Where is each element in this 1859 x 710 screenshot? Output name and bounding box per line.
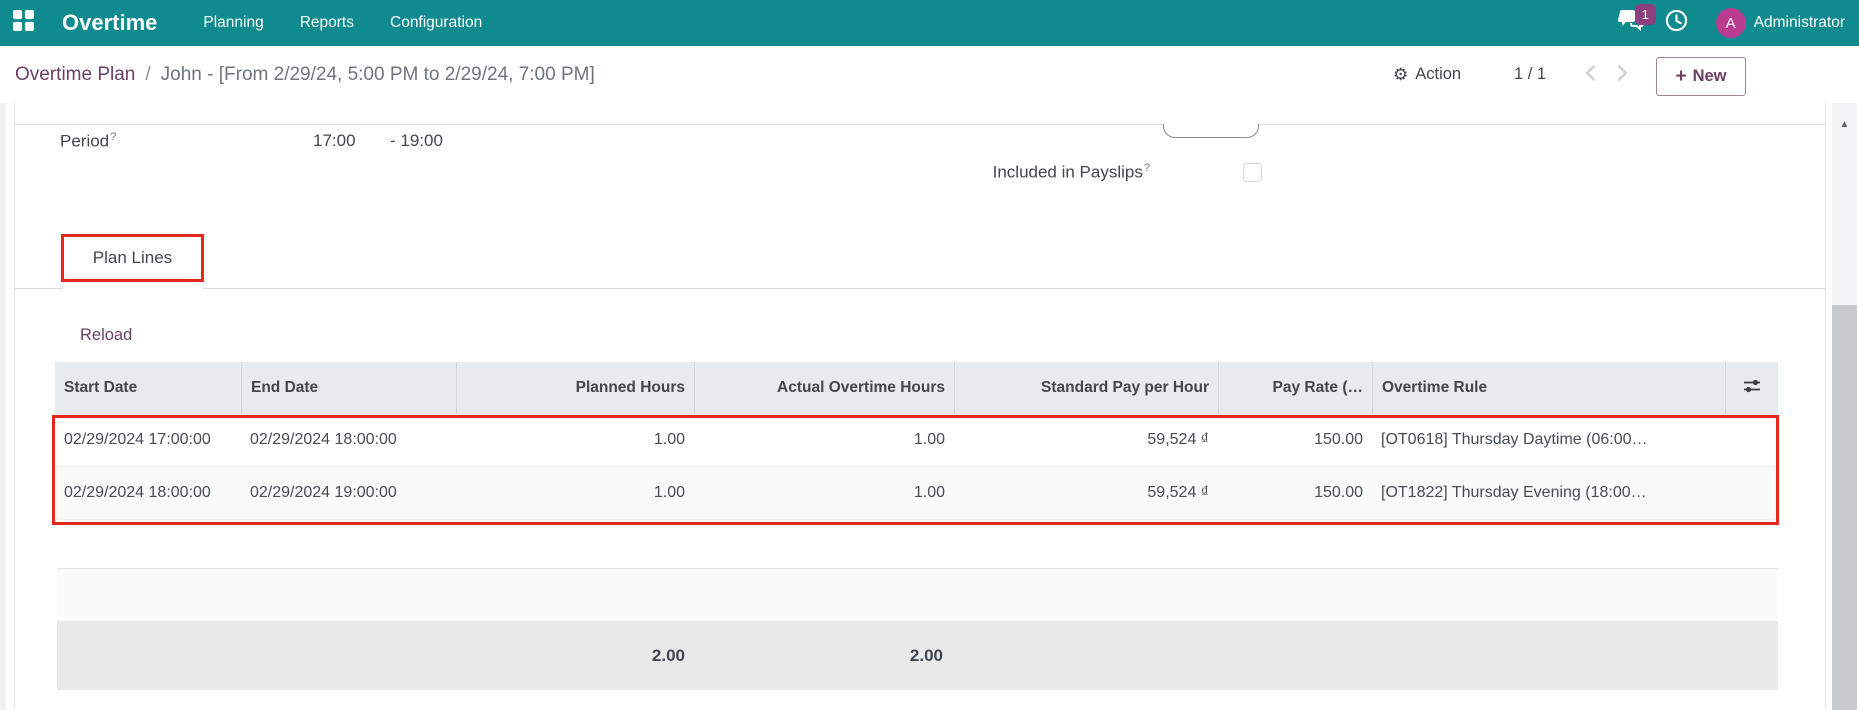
table-cell[interactable]: 150.00: [1314, 484, 1363, 501]
included-in-payslips-label: Included in Payslips?: [898, 162, 1150, 183]
nav-menu-configuration[interactable]: Configuration: [390, 14, 483, 31]
plus-icon: +: [1675, 66, 1687, 87]
record-pager: 1 / 1: [1514, 65, 1547, 83]
statusbar-divider: [15, 124, 1825, 125]
pager-previous-button[interactable]: [1578, 63, 1602, 87]
help-marker: ?: [1143, 162, 1150, 174]
table-cell[interactable]: 02/29/2024 17:00:00: [64, 431, 211, 448]
gear-icon: ⚙︎: [1393, 64, 1409, 84]
control-panel: Overtime Plan / John - [From 2/29/24, 5:…: [0, 46, 1859, 103]
table-cell[interactable]: 59,524 ₫: [1147, 484, 1209, 501]
empty-list-row: [57, 568, 1778, 622]
table-cell[interactable]: 02/29/2024 19:00:00: [250, 484, 397, 501]
table-cell[interactable]: [1725, 467, 1778, 519]
chevron-left-icon: [1584, 64, 1597, 87]
breadcrumb-separator: /: [145, 63, 151, 85]
sum-planned-hours: 2.00: [651, 646, 685, 665]
table-cell[interactable]: 59,524 ₫: [1147, 431, 1209, 448]
nav-menu-reports[interactable]: Reports: [299, 14, 354, 31]
table-cell[interactable]: 02/29/2024 18:00:00: [64, 484, 211, 501]
column-header-end-date[interactable]: End Date: [241, 362, 456, 414]
table-cell[interactable]: [OT0618] Thursday Daytime (06:00…: [1381, 431, 1648, 448]
nav-menu-planning[interactable]: Planning: [203, 14, 264, 31]
table-cell[interactable]: 02/29/2024 18:00:00: [250, 431, 397, 448]
period-field-label: Period?: [60, 131, 116, 152]
new-button-label: New: [1692, 67, 1727, 85]
table-cell[interactable]: 1.00: [913, 484, 945, 501]
message-count-badge: 1: [1634, 4, 1656, 25]
app-brand[interactable]: Overtime: [62, 10, 158, 35]
apps-grid-icon: [12, 10, 34, 36]
sliders-icon: [1742, 376, 1762, 401]
action-menu-label: Action: [1415, 65, 1462, 83]
period-to-field[interactable]: - 19:00: [390, 131, 443, 150]
action-menu-button[interactable]: ⚙︎ Action: [1393, 46, 1461, 103]
top-navbar: Overtime Planning Reports Configuration …: [0, 0, 1859, 46]
plan-lines-table: Start Date End Date Planned Hours Actual Ov…: [55, 362, 1778, 520]
breadcrumb-overtime-plan[interactable]: Overtime Plan: [15, 63, 136, 85]
user-avatar[interactable]: A: [1715, 8, 1746, 38]
table-row[interactable]: 02/29/2024 17:00:00 02/29/2024 18:00:00 1.…: [55, 414, 1778, 467]
clock-activity-icon: [1664, 8, 1689, 38]
table-cell[interactable]: [1725, 414, 1778, 466]
new-record-button[interactable]: + New: [1656, 57, 1746, 96]
column-header-actual-overtime-hours[interactable]: Actual Overtime Hours: [694, 362, 954, 414]
table-cell[interactable]: 1.00: [653, 431, 685, 448]
cutoff-pill-button[interactable]: [1163, 124, 1259, 138]
sheet-left-border: [14, 103, 15, 710]
tab-bar-underline: [15, 288, 1825, 289]
table-cell[interactable]: [OT1822] Thursday Evening (18:00…: [1381, 484, 1647, 501]
table-cell[interactable]: 1.00: [653, 484, 685, 501]
vertical-scrollbar-thumb[interactable]: [1832, 305, 1857, 710]
active-tab-gap: [63, 287, 203, 290]
page-background-strip: [0, 103, 6, 710]
included-in-payslips-checkbox[interactable]: [1243, 163, 1262, 182]
table-body: 02/29/2024 17:00:00 02/29/2024 18:00:00 1.…: [55, 414, 1778, 520]
sum-actual-overtime-hours: 2.00: [909, 646, 943, 665]
table-cell[interactable]: 150.00: [1314, 431, 1363, 448]
table-row[interactable]: 02/29/2024 18:00:00 02/29/2024 19:00:00 1.…: [55, 467, 1778, 520]
period-from-field[interactable]: 17:00: [313, 131, 356, 150]
sum-footer-row: [57, 621, 1778, 690]
breadcrumb: Overtime Plan / John - [From 2/29/24, 5:…: [15, 46, 595, 103]
sheet-right-border: [1825, 103, 1826, 710]
tab-plan-lines[interactable]: Plan Lines: [61, 234, 204, 282]
activities-button[interactable]: [1654, 0, 1700, 46]
column-header-pay-rate[interactable]: Pay Rate (…: [1218, 362, 1372, 414]
pager-next-button[interactable]: [1610, 63, 1634, 87]
optional-columns-button[interactable]: [1725, 362, 1778, 414]
included-in-payslips-label-text: Included in Payslips: [992, 162, 1143, 182]
breadcrumb-current-record: John - [From 2/29/24, 5:00 PM to 2/29/24…: [160, 63, 595, 85]
table-header-row: Start Date End Date Planned Hours Actual Ov…: [55, 362, 1778, 414]
scrollbar-up-arrow[interactable]: ▲: [1839, 118, 1850, 130]
column-header-start-date[interactable]: Start Date: [64, 379, 138, 396]
reload-button[interactable]: Reload: [80, 326, 133, 344]
column-header-overtime-rule[interactable]: Overtime Rule: [1372, 362, 1725, 414]
chevron-right-icon: [1616, 64, 1629, 87]
user-menu[interactable]: Administrator: [1753, 14, 1845, 31]
help-marker: ?: [110, 131, 117, 143]
period-label-text: Period: [60, 131, 110, 151]
messages-button[interactable]: 1: [1610, 0, 1656, 46]
table-cell[interactable]: 1.00: [913, 431, 945, 448]
apps-menu-button[interactable]: [0, 0, 46, 46]
column-header-planned-hours[interactable]: Planned Hours: [456, 362, 694, 414]
column-header-standard-pay-per-hour[interactable]: Standard Pay per Hour: [954, 362, 1218, 414]
